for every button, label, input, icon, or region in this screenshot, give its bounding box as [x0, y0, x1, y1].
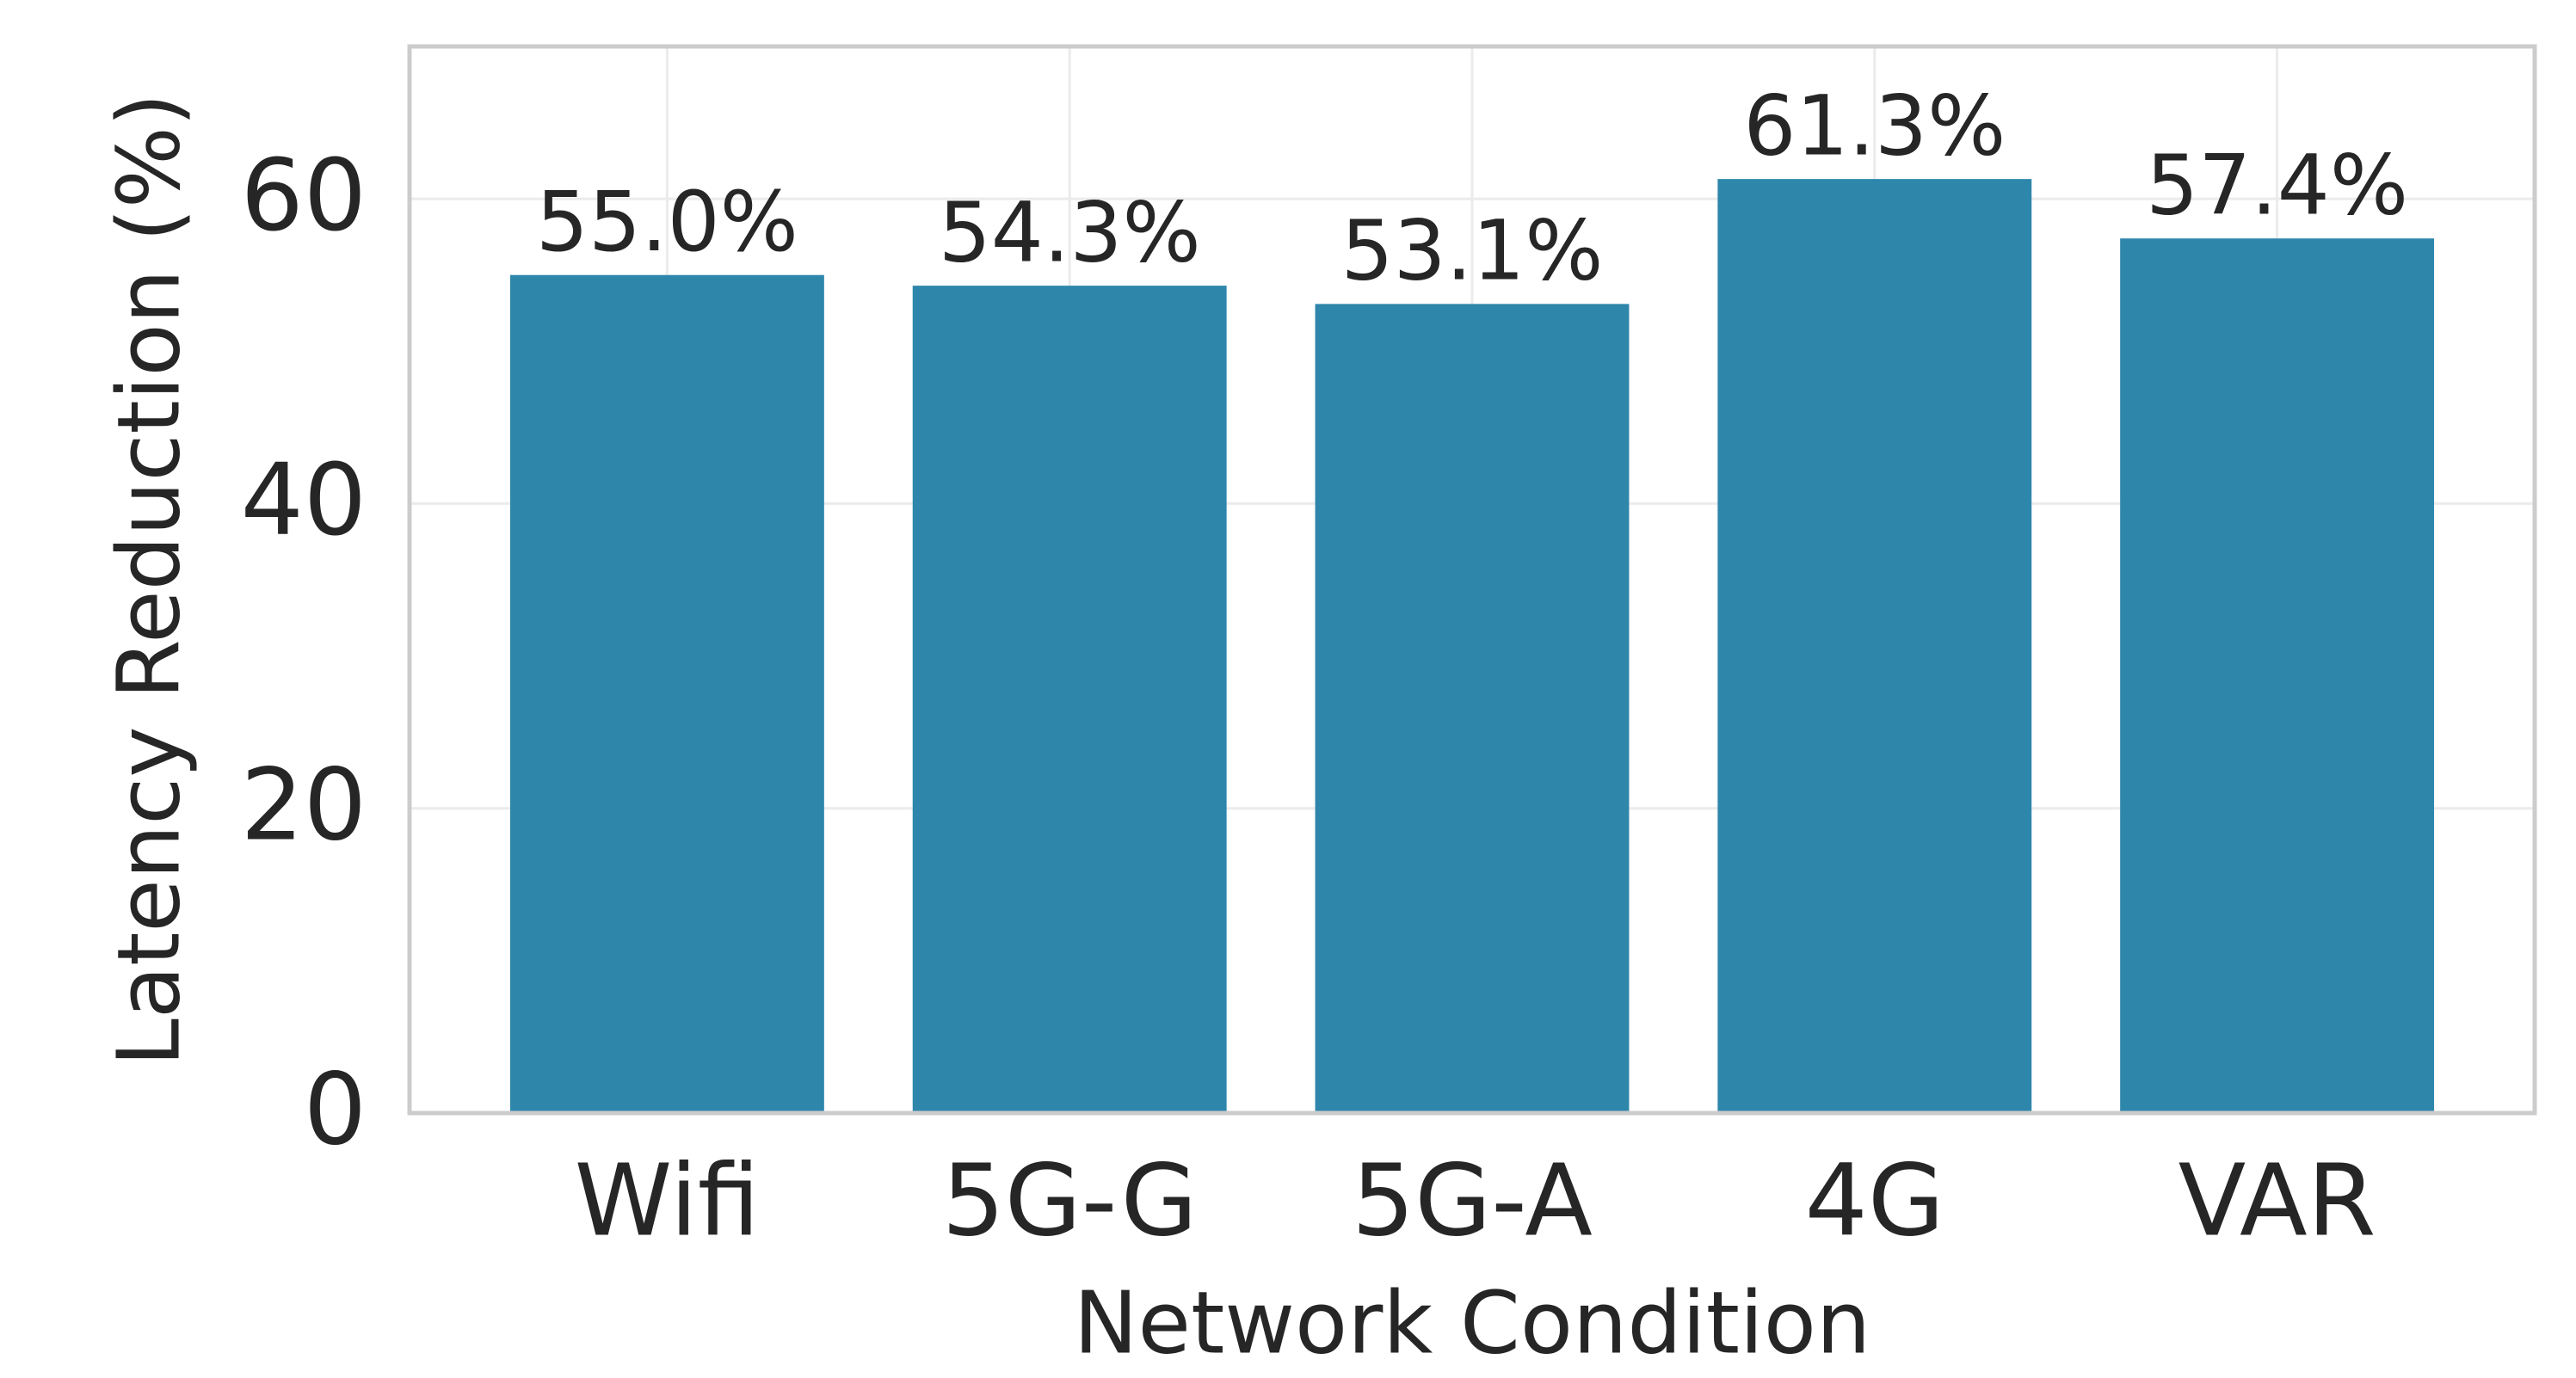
bar: [1717, 179, 2032, 1114]
value-label: 61.3%: [1743, 77, 2006, 174]
x-tick-label: Wifi: [575, 1144, 761, 1259]
x-tick-label: VAR: [2179, 1144, 2376, 1259]
bar: [509, 274, 824, 1113]
value-label: 57.4%: [2146, 138, 2408, 234]
y-tick-label: 60: [241, 138, 367, 254]
value-label: 55.0%: [536, 174, 798, 270]
x-tick-label: 4G: [1805, 1144, 1944, 1259]
bar: [1315, 304, 1630, 1113]
value-label: 54.3%: [939, 184, 1201, 280]
y-tick-label: 0: [304, 1053, 367, 1168]
y-tick-label: 20: [241, 747, 367, 863]
x-tick-label: 5G-G: [942, 1144, 1198, 1259]
x-axis-label: Network Condition: [1074, 1272, 1871, 1373]
y-axis-label: Latency Reduction (%): [98, 93, 199, 1067]
x-tick-label: 5G-A: [1352, 1144, 1593, 1259]
value-label: 53.1%: [1341, 203, 1604, 299]
bar: [912, 286, 1227, 1114]
plot-frame: [407, 44, 2537, 1116]
y-tick-label: 40: [241, 443, 367, 558]
bar: [2120, 238, 2435, 1113]
